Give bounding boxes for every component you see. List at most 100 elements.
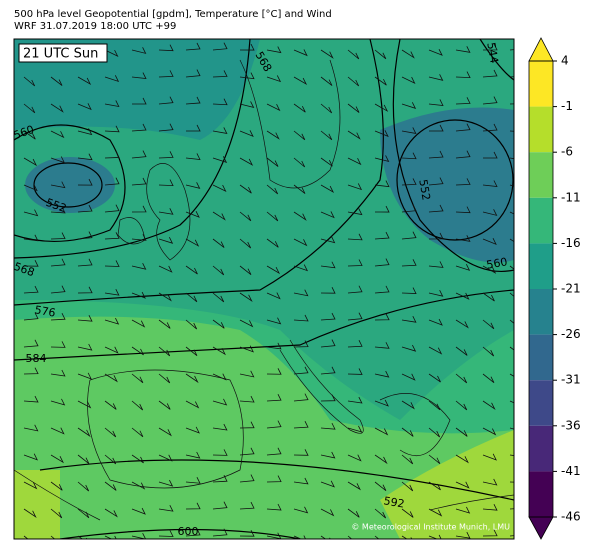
wind-barb (104, 373, 118, 383)
colorbar-segment (529, 334, 553, 381)
wind-barb (347, 285, 363, 294)
wind-barb (266, 238, 279, 248)
wind-barb (131, 507, 146, 515)
wind-barb (428, 373, 441, 383)
wind-barb (185, 451, 201, 459)
wind-barb (374, 370, 390, 378)
wind-barb (482, 292, 495, 302)
wind-barb (374, 49, 387, 60)
wind-barb (158, 373, 171, 384)
wind-barb (293, 535, 306, 539)
wind-barb (212, 423, 228, 431)
wind-barb (104, 49, 119, 57)
wind-barb (482, 265, 497, 274)
wind-barb (428, 454, 441, 465)
wind-barb (347, 208, 363, 216)
time-label: 21 UTC Sun (23, 47, 98, 62)
wind-barb (50, 285, 66, 294)
colorbar-tick-label: -21 (561, 282, 581, 296)
wind-barb (104, 481, 117, 491)
wind-barb (455, 427, 468, 437)
wind-barb (401, 231, 417, 240)
coastlines (14, 59, 514, 521)
wind-barb (266, 184, 279, 195)
wind-barbs (23, 42, 514, 539)
wind-barb (374, 180, 390, 188)
wind-barb (239, 370, 255, 378)
wind-barb (23, 234, 39, 242)
wind-barb (104, 260, 120, 267)
wind-barb (374, 258, 390, 267)
wind-barb (131, 47, 147, 54)
wind-barb (23, 103, 36, 114)
wind-barb (455, 531, 471, 539)
wind-barb (374, 454, 388, 465)
wind-barb (482, 400, 496, 411)
wind-barb (158, 265, 173, 273)
wind-barb (50, 181, 66, 189)
wind-barb (158, 454, 173, 462)
wind-barb (455, 264, 471, 271)
wind-barb (77, 343, 93, 351)
wind-barb (266, 211, 279, 222)
wind-barb (185, 502, 201, 510)
wind-barb (77, 400, 92, 409)
wind-barb (77, 315, 93, 322)
wind-barb (266, 420, 282, 429)
wind-barb (131, 481, 146, 490)
wind-barb (320, 480, 335, 488)
wind-barb (374, 313, 390, 321)
wind-barb (266, 368, 282, 375)
wind-barb (455, 346, 468, 356)
wind-barb (455, 123, 471, 132)
wind-barb (185, 346, 198, 357)
temp-region (14, 39, 260, 140)
wind-barb (401, 373, 416, 381)
wind-barb (293, 289, 309, 297)
wind-barb (401, 102, 417, 109)
wind-barb (428, 427, 441, 438)
wind-barb (212, 475, 228, 483)
wind-barb (482, 209, 498, 216)
wind-barb (455, 319, 469, 329)
wind-barb (320, 366, 336, 375)
wind-barb (347, 454, 362, 462)
wind-barb (401, 204, 417, 213)
wind-barb (401, 344, 417, 352)
wind-barb (158, 236, 174, 244)
wind-barb (77, 231, 93, 240)
wind-barb (104, 75, 120, 83)
header-line: 500 hPa level Geopotential [gpdm], Tempe… (14, 9, 332, 20)
wind-barb (50, 481, 63, 491)
wind-barb (293, 340, 309, 348)
wind-barb (23, 285, 39, 294)
wind-barb (158, 292, 172, 302)
wind-barb (185, 124, 201, 132)
wind-barb (482, 151, 498, 159)
wind-barb (347, 425, 363, 433)
wind-barb (374, 130, 389, 138)
colorbar-segment (529, 61, 553, 107)
wind-barb (158, 44, 174, 52)
wind-barb (293, 130, 306, 141)
wind-barb (131, 454, 144, 464)
wind-barb (212, 528, 228, 537)
wind-barb (482, 69, 498, 78)
wind-barb (401, 427, 414, 437)
wind-barb (158, 96, 174, 105)
wind-barb (266, 393, 282, 402)
wind-barb (293, 506, 309, 514)
wind-barb (23, 130, 36, 140)
wind-barb (374, 231, 390, 240)
wind-barb (428, 261, 444, 268)
colorbar-segment (529, 243, 553, 289)
wind-barb (131, 373, 144, 384)
contour-label: 600 (178, 525, 199, 538)
wind-barb (185, 69, 201, 78)
wind-barb (77, 508, 90, 519)
wind-barb (212, 449, 228, 456)
contour-label: 576 (34, 303, 57, 319)
wind-barb (104, 427, 117, 438)
wind-barb (482, 180, 498, 187)
wind-barb (428, 150, 444, 159)
